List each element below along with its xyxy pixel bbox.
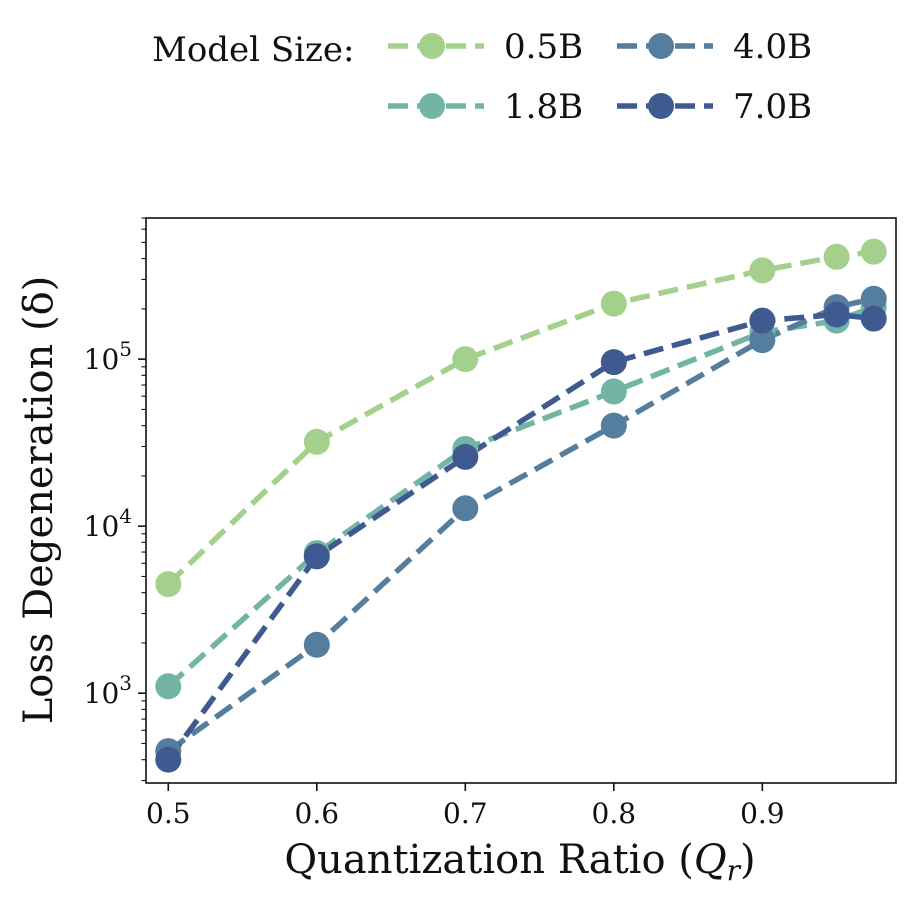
legend-label: 7.0B (733, 87, 812, 127)
x-axis-label-symbol: Q (694, 837, 727, 883)
legend-item-0.5B: 0.5B (388, 27, 583, 67)
legend-item-1.8B: 1.8B (388, 87, 583, 127)
data-point-0.5B (600, 290, 627, 317)
data-point-7.0B (860, 305, 887, 332)
y-tick-label: 104 (84, 504, 132, 543)
legend-marker (648, 33, 674, 59)
data-point-0.5B (452, 346, 479, 373)
series-line-1.8B (166, 304, 875, 689)
series-line-4.0B (166, 296, 875, 754)
y-axis-label: Loss Degeneration (δ) (16, 276, 62, 725)
legend: Model Size: 0.5B 1.8B 4.0B 7.0B (152, 27, 812, 127)
legend-marker (419, 93, 445, 119)
x-tick-label: 0.6 (295, 797, 340, 830)
y-tick-label: 105 (84, 337, 132, 376)
data-point-0.5B (860, 238, 887, 265)
legend-title: Model Size: (152, 30, 355, 70)
x-axis-label: Quantization Ratio (Qr) (284, 837, 755, 887)
x-tick-label: 0.5 (146, 797, 191, 830)
data-point-7.0B (303, 543, 330, 570)
x-tick-label: 0.7 (443, 797, 488, 830)
data-point-4.0B (452, 495, 479, 522)
data-point-7.0B (452, 443, 479, 470)
data-point-4.0B (749, 327, 776, 354)
legend-marker (648, 93, 674, 119)
plot-frame (145, 217, 897, 784)
legend-marker (419, 33, 445, 59)
x-axis-label-subscript: r (727, 854, 742, 887)
data-point-4.0B (600, 412, 627, 439)
y-tick-label: 103 (84, 671, 132, 710)
data-point-7.0B (823, 301, 850, 328)
series-line-7.0B (166, 311, 875, 762)
data-point-0.5B (155, 571, 182, 598)
legend-label: 0.5B (504, 27, 583, 67)
data-point-7.0B (749, 307, 776, 334)
data-point-4.0B (860, 285, 887, 312)
x-tick-label: 0.8 (592, 797, 637, 830)
x-axis-label-close: ) (740, 837, 756, 883)
series-line-0.5B (166, 248, 875, 587)
x-tick-label: 0.9 (740, 797, 785, 830)
data-point-0.5B (749, 257, 776, 284)
data-point-0.5B (303, 428, 330, 455)
x-axis-label-main: Quantization Ratio ( (284, 837, 694, 883)
data-point-1.8B (600, 378, 627, 405)
axis-ticks: 0.5 0.6 0.7 0.8 0.9 103 104 105 (84, 217, 785, 830)
legend-item-7.0B: 7.0B (617, 87, 812, 127)
data-point-4.0B (303, 631, 330, 658)
data-point-7.0B (155, 746, 182, 773)
legend-label: 4.0B (733, 27, 812, 67)
legend-label: 1.8B (504, 87, 583, 127)
series-layer (155, 238, 887, 773)
data-point-0.5B (823, 243, 850, 270)
legend-item-4.0B: 4.0B (617, 27, 812, 67)
data-point-1.8B (155, 673, 182, 700)
data-point-7.0B (600, 349, 627, 376)
